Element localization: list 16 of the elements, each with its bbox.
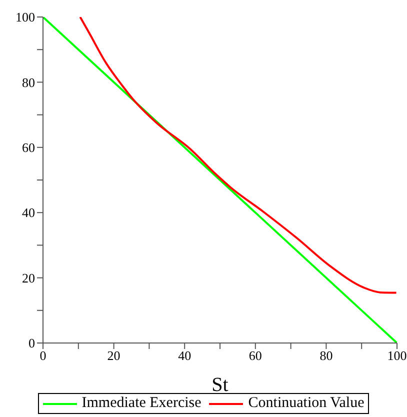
x-axis-title: St [212, 374, 229, 396]
x-tick-label: 0 [40, 348, 46, 364]
y-tick-label: 0 [28, 336, 35, 351]
y-tick-label: 40 [22, 205, 35, 220]
line-series [79, 17, 397, 294]
x-tick-label: 100 [387, 348, 407, 364]
x-tick-label: 20 [107, 348, 120, 364]
x-tick-label: 40 [178, 348, 192, 364]
y-tick-label: 100 [16, 10, 35, 25]
y-tick-label: 60 [22, 140, 35, 156]
x-tick-label: 60 [248, 348, 262, 364]
y-tick-label: 80 [22, 74, 35, 90]
x-tick-label: 80 [320, 348, 333, 364]
y-tick-label: 20 [22, 270, 35, 286]
legend-label: Immediate Exercise [82, 395, 202, 412]
legend-label: Continuation Value [248, 395, 364, 412]
